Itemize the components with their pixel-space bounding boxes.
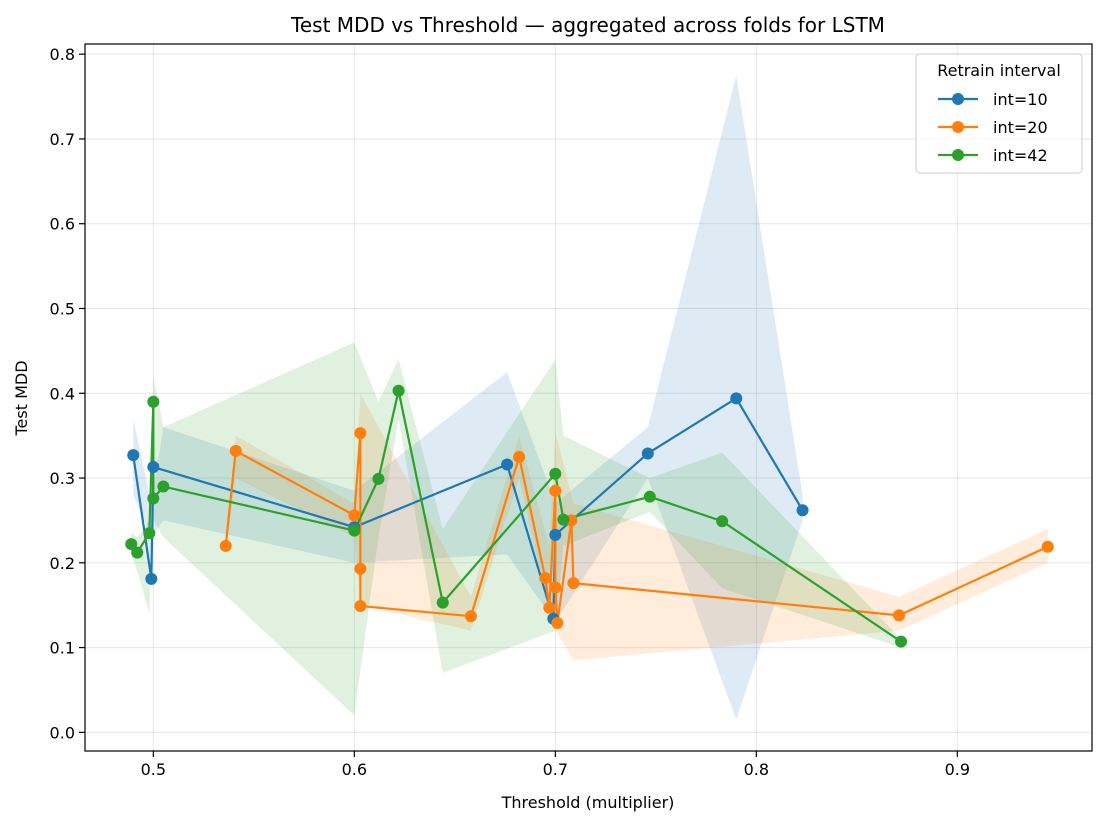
point-int-20	[229, 444, 242, 457]
point-int-42	[372, 472, 385, 485]
legend-label-int-42: int=42	[993, 146, 1048, 165]
band-int-20	[225, 393, 1048, 661]
x-axis-label: Threshold (multiplier)	[501, 793, 675, 812]
point-int-20	[549, 484, 562, 497]
point-int-42	[895, 635, 908, 648]
point-int-42	[157, 480, 170, 493]
point-int-42	[643, 490, 656, 503]
grid	[85, 44, 1092, 751]
legend-title: Retrain interval	[937, 61, 1061, 80]
point-int-20	[219, 539, 232, 552]
y-tick-label: 0.8	[50, 45, 75, 64]
y-tick-label: 0.7	[50, 130, 75, 149]
x-tick-label: 0.6	[342, 760, 367, 779]
point-int-42	[131, 546, 144, 559]
series-markers	[125, 384, 1054, 648]
point-int-42	[436, 596, 449, 609]
point-int-10	[796, 504, 809, 517]
y-tick-label: 0.0	[50, 723, 75, 742]
point-int-42	[348, 524, 361, 537]
y-tick-label: 0.1	[50, 639, 75, 658]
band-int-10	[133, 75, 803, 720]
y-tick-label: 0.2	[50, 554, 75, 573]
point-int-20	[549, 581, 562, 594]
point-int-10	[641, 447, 654, 460]
y-tick-label: 0.3	[50, 469, 75, 488]
y-axis-label: Test MDD	[12, 360, 31, 436]
legend-label-int-10: int=10	[993, 90, 1048, 109]
y-tick-label: 0.4	[50, 384, 75, 403]
point-int-42	[125, 538, 138, 551]
point-int-10	[730, 392, 743, 405]
legend-marker-int-42	[952, 149, 964, 161]
point-int-10	[147, 461, 160, 474]
point-int-20	[893, 609, 906, 622]
confidence-bands	[131, 75, 1048, 720]
point-int-42	[392, 384, 405, 397]
point-int-20	[543, 601, 556, 614]
point-int-42	[716, 515, 729, 528]
point-int-42	[147, 395, 160, 408]
point-int-20	[354, 427, 367, 440]
point-int-10	[549, 528, 562, 541]
point-int-20	[1041, 540, 1054, 553]
y-tick-label: 0.6	[50, 215, 75, 234]
legend-frame	[915, 53, 1083, 174]
point-int-10	[127, 449, 140, 462]
legend-marker-int-20	[952, 121, 964, 133]
point-int-20	[551, 616, 564, 629]
point-int-42	[143, 527, 156, 540]
plot-frame	[84, 43, 1093, 752]
axis-ticks: 0.5 0.6 0.7 0.8 0.9 0.0 0.1 0.2 0.3 0.4 0.5 0.6 0.7 0…	[50, 45, 971, 779]
line-int-10	[132, 397, 804, 620]
legend: Retrain interval int=10 int=20 int=42	[915, 53, 1083, 174]
point-int-42	[557, 513, 570, 526]
point-int-10	[501, 458, 514, 471]
x-tick-label: 0.8	[744, 760, 769, 779]
x-tick-label: 0.7	[543, 760, 568, 779]
point-int-20	[567, 577, 580, 590]
point-int-20	[354, 562, 367, 575]
point-int-20	[513, 450, 526, 463]
point-int-42	[549, 467, 562, 480]
point-int-20	[354, 600, 367, 613]
x-tick-label: 0.5	[141, 760, 166, 779]
point-int-10	[145, 572, 158, 585]
point-int-20	[539, 572, 552, 585]
legend-label-int-20: int=20	[993, 118, 1048, 137]
y-tick-label: 0.5	[50, 299, 75, 318]
x-tick-label: 0.9	[945, 760, 970, 779]
point-int-20	[348, 509, 361, 522]
legend-marker-int-10	[952, 93, 964, 105]
point-int-42	[147, 492, 160, 505]
band-int-42	[131, 342, 902, 716]
point-int-20	[464, 610, 477, 623]
chart-title: Test MDD vs Threshold — aggregated acros…	[290, 13, 885, 37]
